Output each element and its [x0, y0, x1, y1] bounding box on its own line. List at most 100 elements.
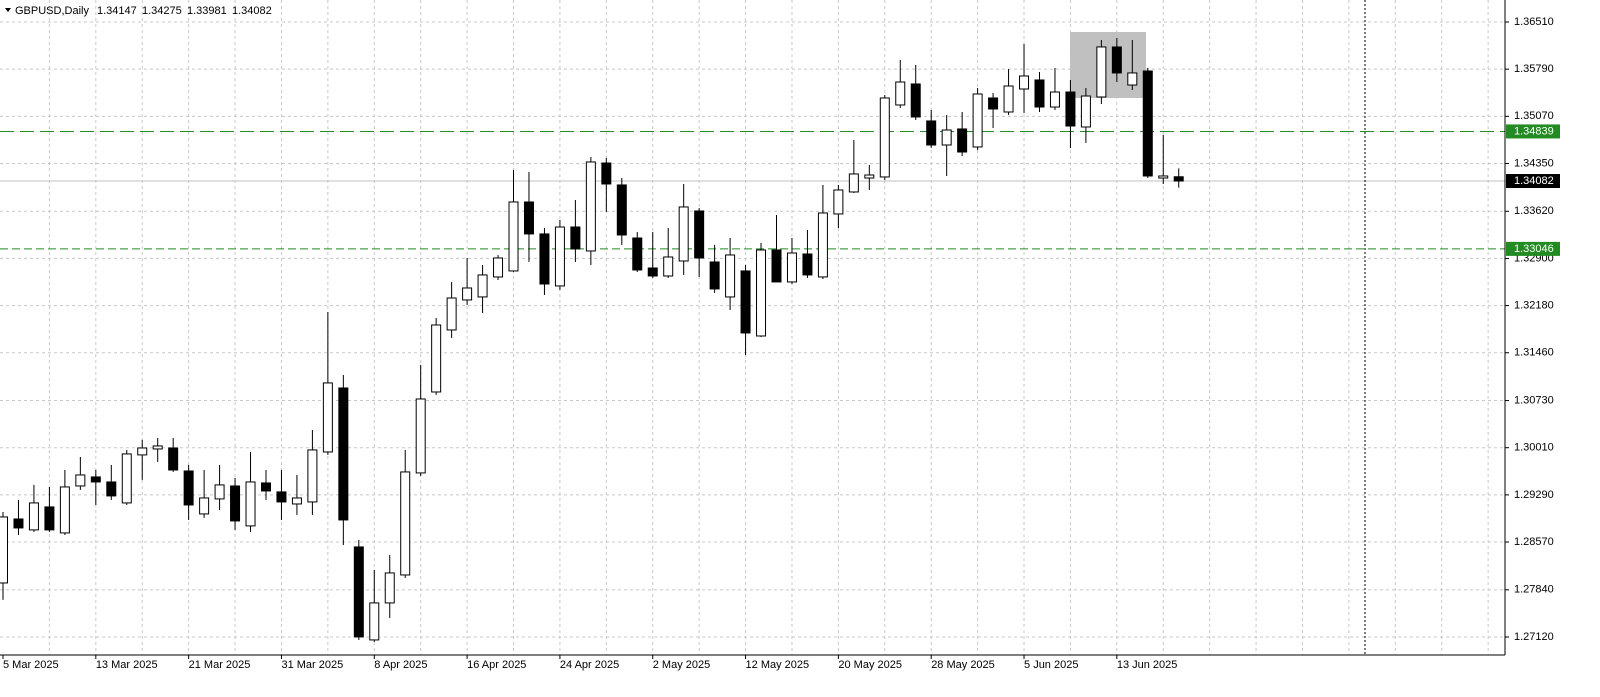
- candle-body: [322, 382, 333, 453]
- level-label: 1.34839: [1514, 125, 1554, 137]
- candle-body: [168, 447, 179, 471]
- candle-body: [260, 482, 271, 492]
- candle-body: [988, 97, 999, 110]
- candle-body: [895, 81, 906, 106]
- candle-body: [663, 256, 674, 277]
- grid-layer: [0, 0, 1505, 655]
- candle-body: [276, 491, 287, 503]
- highlight-rect: [1070, 32, 1146, 98]
- candle-body: [647, 267, 658, 277]
- candle-body: [1158, 175, 1169, 179]
- candle-body: [972, 93, 983, 148]
- candle-body: [1142, 70, 1153, 177]
- candle-body: [926, 120, 937, 146]
- candle-body: [214, 484, 225, 500]
- candle-body: [725, 254, 736, 298]
- candle-body: [616, 184, 627, 236]
- y-tick-label: 1.28570: [1514, 536, 1554, 548]
- candle-body: [694, 210, 705, 259]
- candle-body: [230, 485, 241, 522]
- header-low: 1.33981: [187, 5, 227, 17]
- x-tick-label: 13 Jun 2025: [1117, 659, 1178, 671]
- y-tick-label: 1.31460: [1514, 347, 1554, 359]
- current-price-label: 1.34082: [1514, 175, 1554, 187]
- candle-body: [1096, 46, 1107, 98]
- header: GBPUSD,Daily 1.34147 1.34275 1.33981 1.3…: [5, 5, 272, 17]
- y-tick-label: 1.29290: [1514, 489, 1554, 501]
- candle-body: [152, 445, 163, 450]
- candle-body: [28, 502, 39, 531]
- candle-body: [678, 206, 689, 262]
- x-tick-label: 24 Apr 2025: [560, 659, 619, 671]
- y-tick-label: 1.27840: [1514, 584, 1554, 596]
- candle-body: [199, 497, 210, 515]
- candle-body: [353, 546, 364, 638]
- candle-body: [539, 233, 550, 285]
- candle-body: [44, 506, 55, 531]
- candle-body: [771, 249, 782, 283]
- candle-body: [338, 387, 349, 521]
- candle-body: [585, 161, 596, 252]
- candle-body: [307, 449, 318, 503]
- candle-body: [740, 270, 751, 334]
- candle-body: [477, 274, 488, 298]
- candle-body: [833, 189, 844, 215]
- candle-body: [864, 174, 875, 179]
- candle-body: [106, 481, 117, 497]
- candle-body: [570, 226, 581, 250]
- candle-body: [941, 129, 952, 146]
- header-close: 1.34082: [232, 5, 272, 17]
- y-tick-label: 1.32180: [1514, 299, 1554, 311]
- y-tick-label: 1.33620: [1514, 205, 1554, 217]
- x-tick-label: 2 May 2025: [653, 659, 710, 671]
- candle-body: [786, 252, 797, 283]
- candle-body: [523, 201, 534, 235]
- y-tick-label: 1.27120: [1514, 631, 1554, 643]
- candle-body: [1003, 85, 1014, 113]
- x-tick-label: 28 May 2025: [931, 659, 995, 671]
- candle-body: [446, 297, 457, 331]
- x-tick-label: 31 Mar 2025: [281, 659, 343, 671]
- x-tick-label: 21 Mar 2025: [189, 659, 251, 671]
- level-tag: [1506, 124, 1560, 139]
- candle-body: [462, 287, 473, 301]
- candle-body: [756, 249, 767, 337]
- candle-body: [90, 476, 101, 483]
- candle-body: [493, 257, 504, 278]
- candle-body: [632, 237, 643, 271]
- candle-body: [75, 474, 86, 487]
- y-tick-label: 1.35070: [1514, 110, 1554, 122]
- y-tick-label: 1.30010: [1514, 442, 1554, 454]
- candle-body: [384, 572, 395, 604]
- candle-body: [121, 453, 132, 504]
- x-tick-label: 5 Mar 2025: [3, 659, 59, 671]
- candle-body: [709, 261, 720, 290]
- candle-body: [137, 447, 148, 456]
- header-open: 1.34147: [97, 5, 137, 17]
- y-tick-label: 1.34350: [1514, 157, 1554, 169]
- candle-body: [1019, 75, 1030, 90]
- candle-body: [291, 497, 302, 505]
- candle-body: [415, 398, 426, 474]
- symbol: GBPUSD,Daily: [15, 5, 89, 17]
- candle-body: [957, 128, 968, 153]
- candle-body: [400, 471, 411, 576]
- candle-body: [13, 518, 24, 529]
- candle-body: [1065, 91, 1076, 127]
- candle-body: [910, 83, 921, 118]
- level-label: 1.33046: [1514, 243, 1554, 255]
- candle-body: [431, 324, 442, 393]
- candle-body: [245, 481, 256, 527]
- y-tick-label: 1.30730: [1514, 394, 1554, 406]
- candle-body: [0, 516, 8, 584]
- candle-body: [802, 253, 813, 276]
- y-tick-label: 1.35790: [1514, 63, 1554, 75]
- candle-body: [1034, 79, 1045, 108]
- candle-body: [848, 173, 859, 193]
- x-tick-label: 20 May 2025: [838, 659, 902, 671]
- candle-body: [817, 212, 828, 278]
- menu-triangle[interactable]: [5, 8, 11, 12]
- x-tick-label: 12 May 2025: [746, 659, 810, 671]
